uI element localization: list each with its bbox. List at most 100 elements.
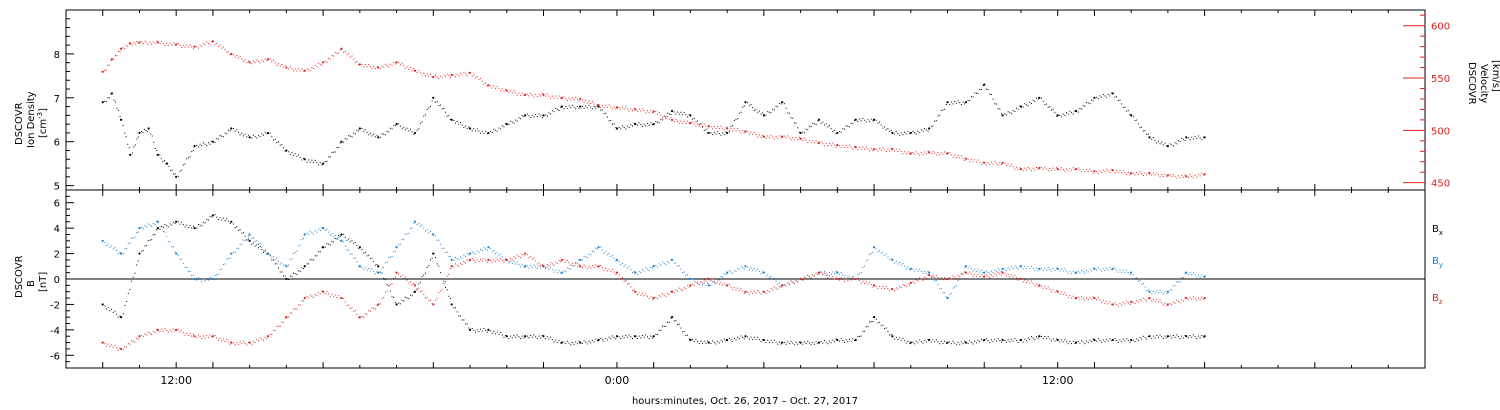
ion-density-series-trace-dot (919, 132, 921, 134)
by-series-trace-dot (1121, 271, 1123, 273)
by-series-trace-dot (1197, 274, 1199, 276)
bz-series-point (266, 335, 270, 338)
bz-series-trace-dot (740, 288, 742, 290)
by-series-trace-dot (655, 265, 657, 267)
by-series-trace-dot (889, 259, 891, 261)
ion-density-series-trace-dot (611, 123, 613, 125)
velocity-series-trace-dot (987, 162, 989, 164)
ion-density-series-trace-dot (1009, 112, 1011, 114)
ion-density-series-trace-dot (1030, 102, 1032, 104)
bz-series-trace-dot (927, 274, 929, 276)
bz-series-trace-dot (274, 329, 276, 331)
bx-series-trace-dot (949, 341, 951, 343)
velocity-series-trace-dot (638, 108, 640, 110)
by-series-trace-dot (660, 264, 662, 266)
ion-density-series-trace-dot (207, 142, 209, 144)
ion-density-series-trace-dot (1184, 139, 1186, 141)
bz-series-trace-dot (688, 286, 690, 288)
field-axis-unit: [nT] (38, 272, 49, 292)
bz-series-trace-dot (247, 341, 249, 343)
bx-series-trace-dot (334, 237, 336, 239)
ion-density-series-point (707, 131, 710, 135)
by-series-trace-dot (767, 274, 769, 276)
ion-density-series-trace-dot (344, 138, 346, 140)
velocity-series-trace-dot (348, 53, 350, 55)
velocity-series-trace-dot (657, 113, 659, 115)
velocity-series-trace-dot (1102, 169, 1104, 171)
ion-density-series-trace-dot (328, 156, 330, 158)
ion-density-series-trace-dot (137, 136, 139, 138)
ion-density-series-trace-dot (994, 103, 996, 105)
velocity-series-trace-dot (271, 61, 273, 63)
velocity-series-trace-dot (924, 151, 926, 153)
bx-series-trace-dot (934, 341, 936, 343)
bx-series-trace-dot (294, 273, 296, 275)
by-series-trace-dot (1117, 271, 1119, 273)
ion-density-series-trace-dot (444, 111, 446, 113)
ion-density-series-trace-dot (234, 130, 236, 132)
bx-series-trace-dot (351, 240, 353, 242)
by-series-trace-dot (1005, 270, 1007, 272)
velocity-series-point (817, 141, 821, 145)
velocity-series-trace-dot (1017, 169, 1019, 171)
by-series-trace-dot (363, 269, 365, 271)
velocity-series-trace-dot (822, 143, 824, 145)
bx-series-trace-dot (343, 233, 345, 235)
bz-series-trace-dot (331, 294, 333, 296)
bz-series-trace-dot (827, 277, 829, 279)
ion-density-series-trace-dot (460, 121, 462, 123)
ion-density-series-trace-dot (767, 111, 769, 113)
bz-series-trace-dot (232, 342, 234, 344)
velocity-series-trace-dot (1009, 165, 1011, 167)
bx-series-trace-dot (613, 336, 615, 338)
ion-density-series-trace-dot (1182, 138, 1184, 140)
velocity-series-trace-dot (645, 112, 647, 114)
bx-series-trace-dot (975, 342, 977, 344)
by-series-trace-dot (1127, 271, 1129, 273)
by-series-trace-dot (1081, 269, 1083, 271)
ion-density-series-trace-dot (770, 112, 772, 114)
ion-density-series-point (377, 136, 380, 139)
by-series-trace-dot (1106, 267, 1108, 269)
ion-density-series-trace-dot (418, 128, 420, 130)
bx-series-trace-dot (264, 250, 266, 252)
by-series-trace-dot (179, 258, 181, 260)
bz-series-trace-dot (386, 290, 388, 292)
bx-series-trace-dot (772, 341, 774, 343)
ion-density-series-trace-dot (885, 129, 887, 131)
velocity-series-trace-dot (925, 153, 927, 155)
bx-series-trace-dot (187, 227, 189, 229)
velocity-series-trace-dot (838, 145, 840, 147)
velocity-series-point (175, 43, 178, 46)
ion-density-series-trace-dot (237, 131, 239, 133)
bz-series-trace-dot (702, 282, 704, 284)
bz-series-trace-dot (1104, 302, 1106, 304)
bz-series-trace-dot (1091, 298, 1093, 300)
ion-density-series-trace-dot (104, 100, 106, 102)
bx-series-trace-dot (879, 321, 881, 323)
by-series-trace-dot (1111, 268, 1113, 270)
bz-series-trace-dot (264, 336, 266, 338)
velocity-series-trace-dot (279, 65, 281, 67)
ion-density-series-trace-dot (463, 127, 465, 129)
ion-density-series-trace-dot (371, 135, 373, 137)
by-series-trace-dot (1189, 272, 1191, 274)
bx-series-trace-dot (137, 260, 139, 262)
by-series-point (230, 252, 233, 255)
bx-series-trace-dot (106, 308, 108, 310)
bz-series-trace-dot (273, 329, 275, 331)
by-series-point (1093, 267, 1096, 270)
bz-series-trace-dot (511, 259, 513, 261)
by-series-trace-dot (880, 253, 882, 255)
ion-density-series-trace-dot (1102, 94, 1104, 96)
velocity-series-trace-dot (468, 72, 470, 74)
velocity-series-trace-dot (443, 74, 445, 76)
bz-series-trace-dot (1171, 304, 1173, 306)
velocity-series-trace-dot (207, 42, 209, 44)
bx-series-trace-dot (902, 337, 904, 339)
bx-series-trace-dot (179, 223, 181, 225)
ion-density-series-trace-dot (743, 105, 745, 107)
by-series-trace-dot (648, 269, 650, 271)
bx-series-trace-dot (369, 258, 371, 260)
bx-series-trace-dot (1005, 341, 1007, 343)
